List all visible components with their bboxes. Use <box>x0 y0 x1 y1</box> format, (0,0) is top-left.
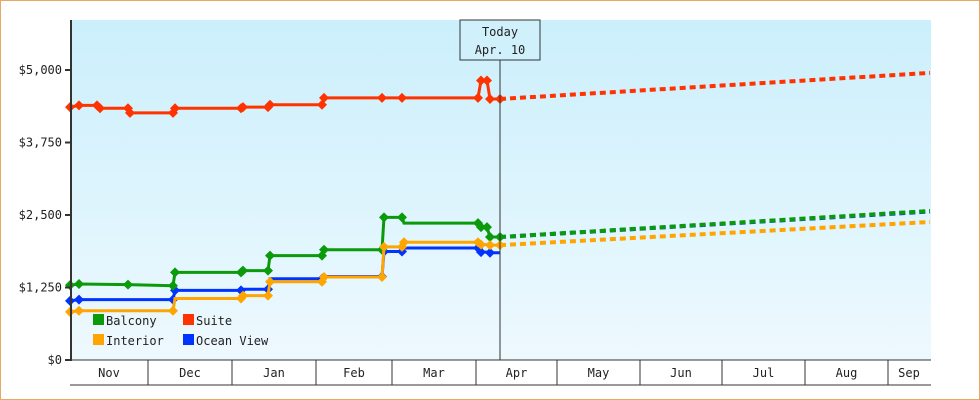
plot-area <box>71 20 931 360</box>
data-point-marker[interactable] <box>485 247 495 258</box>
legend-label: Interior <box>106 334 164 348</box>
y-tick-label: $2,500 <box>19 208 62 222</box>
x-axis: Nov Dec Jan Feb Mar Apr May Jun Jul Aug Sep <box>70 359 931 386</box>
data-point-marker[interactable] <box>482 222 492 233</box>
legend-swatch <box>93 314 104 325</box>
data-point-marker[interactable] <box>399 237 409 248</box>
data-point-marker[interactable] <box>168 280 178 291</box>
data-point-marker[interactable] <box>485 232 495 243</box>
data-point-marker[interactable] <box>397 212 407 223</box>
data-point-marker[interactable] <box>74 294 84 305</box>
data-point-marker[interactable] <box>238 265 248 276</box>
data-point-marker[interactable] <box>379 212 389 223</box>
y-tick-label: $1,250 <box>19 281 62 295</box>
legend: Balcony Suite Interior Ocean View <box>93 314 269 348</box>
y-tick-label: $0 <box>48 353 62 367</box>
legend-swatch <box>183 334 194 345</box>
x-tick-label: Jul <box>753 366 775 380</box>
data-point-marker[interactable] <box>170 267 180 278</box>
legend-swatch <box>183 314 194 325</box>
x-tick-label: Dec <box>179 366 201 380</box>
data-point-marker[interactable] <box>263 290 273 301</box>
data-point-marker[interactable] <box>377 92 387 103</box>
data-point-marker[interactable] <box>265 99 275 110</box>
x-tick-label: Aug <box>836 366 858 380</box>
data-point-marker[interactable] <box>74 100 84 111</box>
data-point-marker[interactable] <box>168 305 178 316</box>
series-layer <box>65 70 931 317</box>
y-axis-ticks: $0 $1,250 $2,500 $3,750 $5,000 <box>19 63 71 367</box>
legend-label: Suite <box>196 314 232 328</box>
x-tick-label: Jan <box>263 366 285 380</box>
x-tick-label: Sep <box>898 366 920 380</box>
x-tick-label: Apr <box>506 366 528 380</box>
data-point-marker[interactable] <box>485 240 495 251</box>
data-point-marker[interactable] <box>263 265 273 276</box>
x-tick-label: Nov <box>98 366 120 380</box>
data-point-marker[interactable] <box>319 272 329 283</box>
data-point-marker[interactable] <box>74 279 84 290</box>
data-point-marker[interactable] <box>377 272 387 283</box>
today-marker: Today Apr. 10 <box>459 19 541 360</box>
today-date: Apr. 10 <box>475 43 526 57</box>
data-point-marker[interactable] <box>473 92 483 103</box>
data-point-marker[interactable] <box>74 305 84 316</box>
data-point-marker[interactable] <box>319 244 329 255</box>
data-point-marker[interactable] <box>95 103 105 114</box>
data-point-marker[interactable] <box>238 290 248 301</box>
series-interior <box>65 219 931 317</box>
data-point-marker[interactable] <box>123 279 133 290</box>
legend-label: Balcony <box>106 314 157 328</box>
x-tick-label: Jun <box>670 366 692 380</box>
x-tick-label: May <box>588 366 610 380</box>
data-point-marker[interactable] <box>476 247 486 258</box>
x-tick-label: Feb <box>343 366 365 380</box>
series-balcony <box>65 208 931 291</box>
series-suite <box>65 70 931 118</box>
today-callout <box>459 19 541 61</box>
data-point-marker[interactable] <box>319 92 329 103</box>
data-point-marker[interactable] <box>125 107 135 118</box>
data-point-marker[interactable] <box>170 103 180 114</box>
data-point-marker[interactable] <box>265 250 275 261</box>
data-point-marker[interactable] <box>476 75 486 86</box>
data-point-marker[interactable] <box>482 75 492 86</box>
data-point-marker[interactable] <box>265 276 275 287</box>
y-tick-label: $3,750 <box>19 136 62 150</box>
data-point-marker[interactable] <box>476 239 486 250</box>
y-tick-label: $5,000 <box>19 63 62 77</box>
data-point-marker[interactable] <box>485 94 495 104</box>
data-point-marker[interactable] <box>476 222 486 233</box>
data-point-marker[interactable] <box>397 92 407 103</box>
legend-swatch <box>93 334 104 345</box>
data-point-marker[interactable] <box>379 241 389 252</box>
data-point-marker[interactable] <box>238 102 248 113</box>
today-label: Today <box>482 25 518 39</box>
legend-label: Ocean View <box>196 334 269 348</box>
x-tick-label: Mar <box>423 366 445 380</box>
